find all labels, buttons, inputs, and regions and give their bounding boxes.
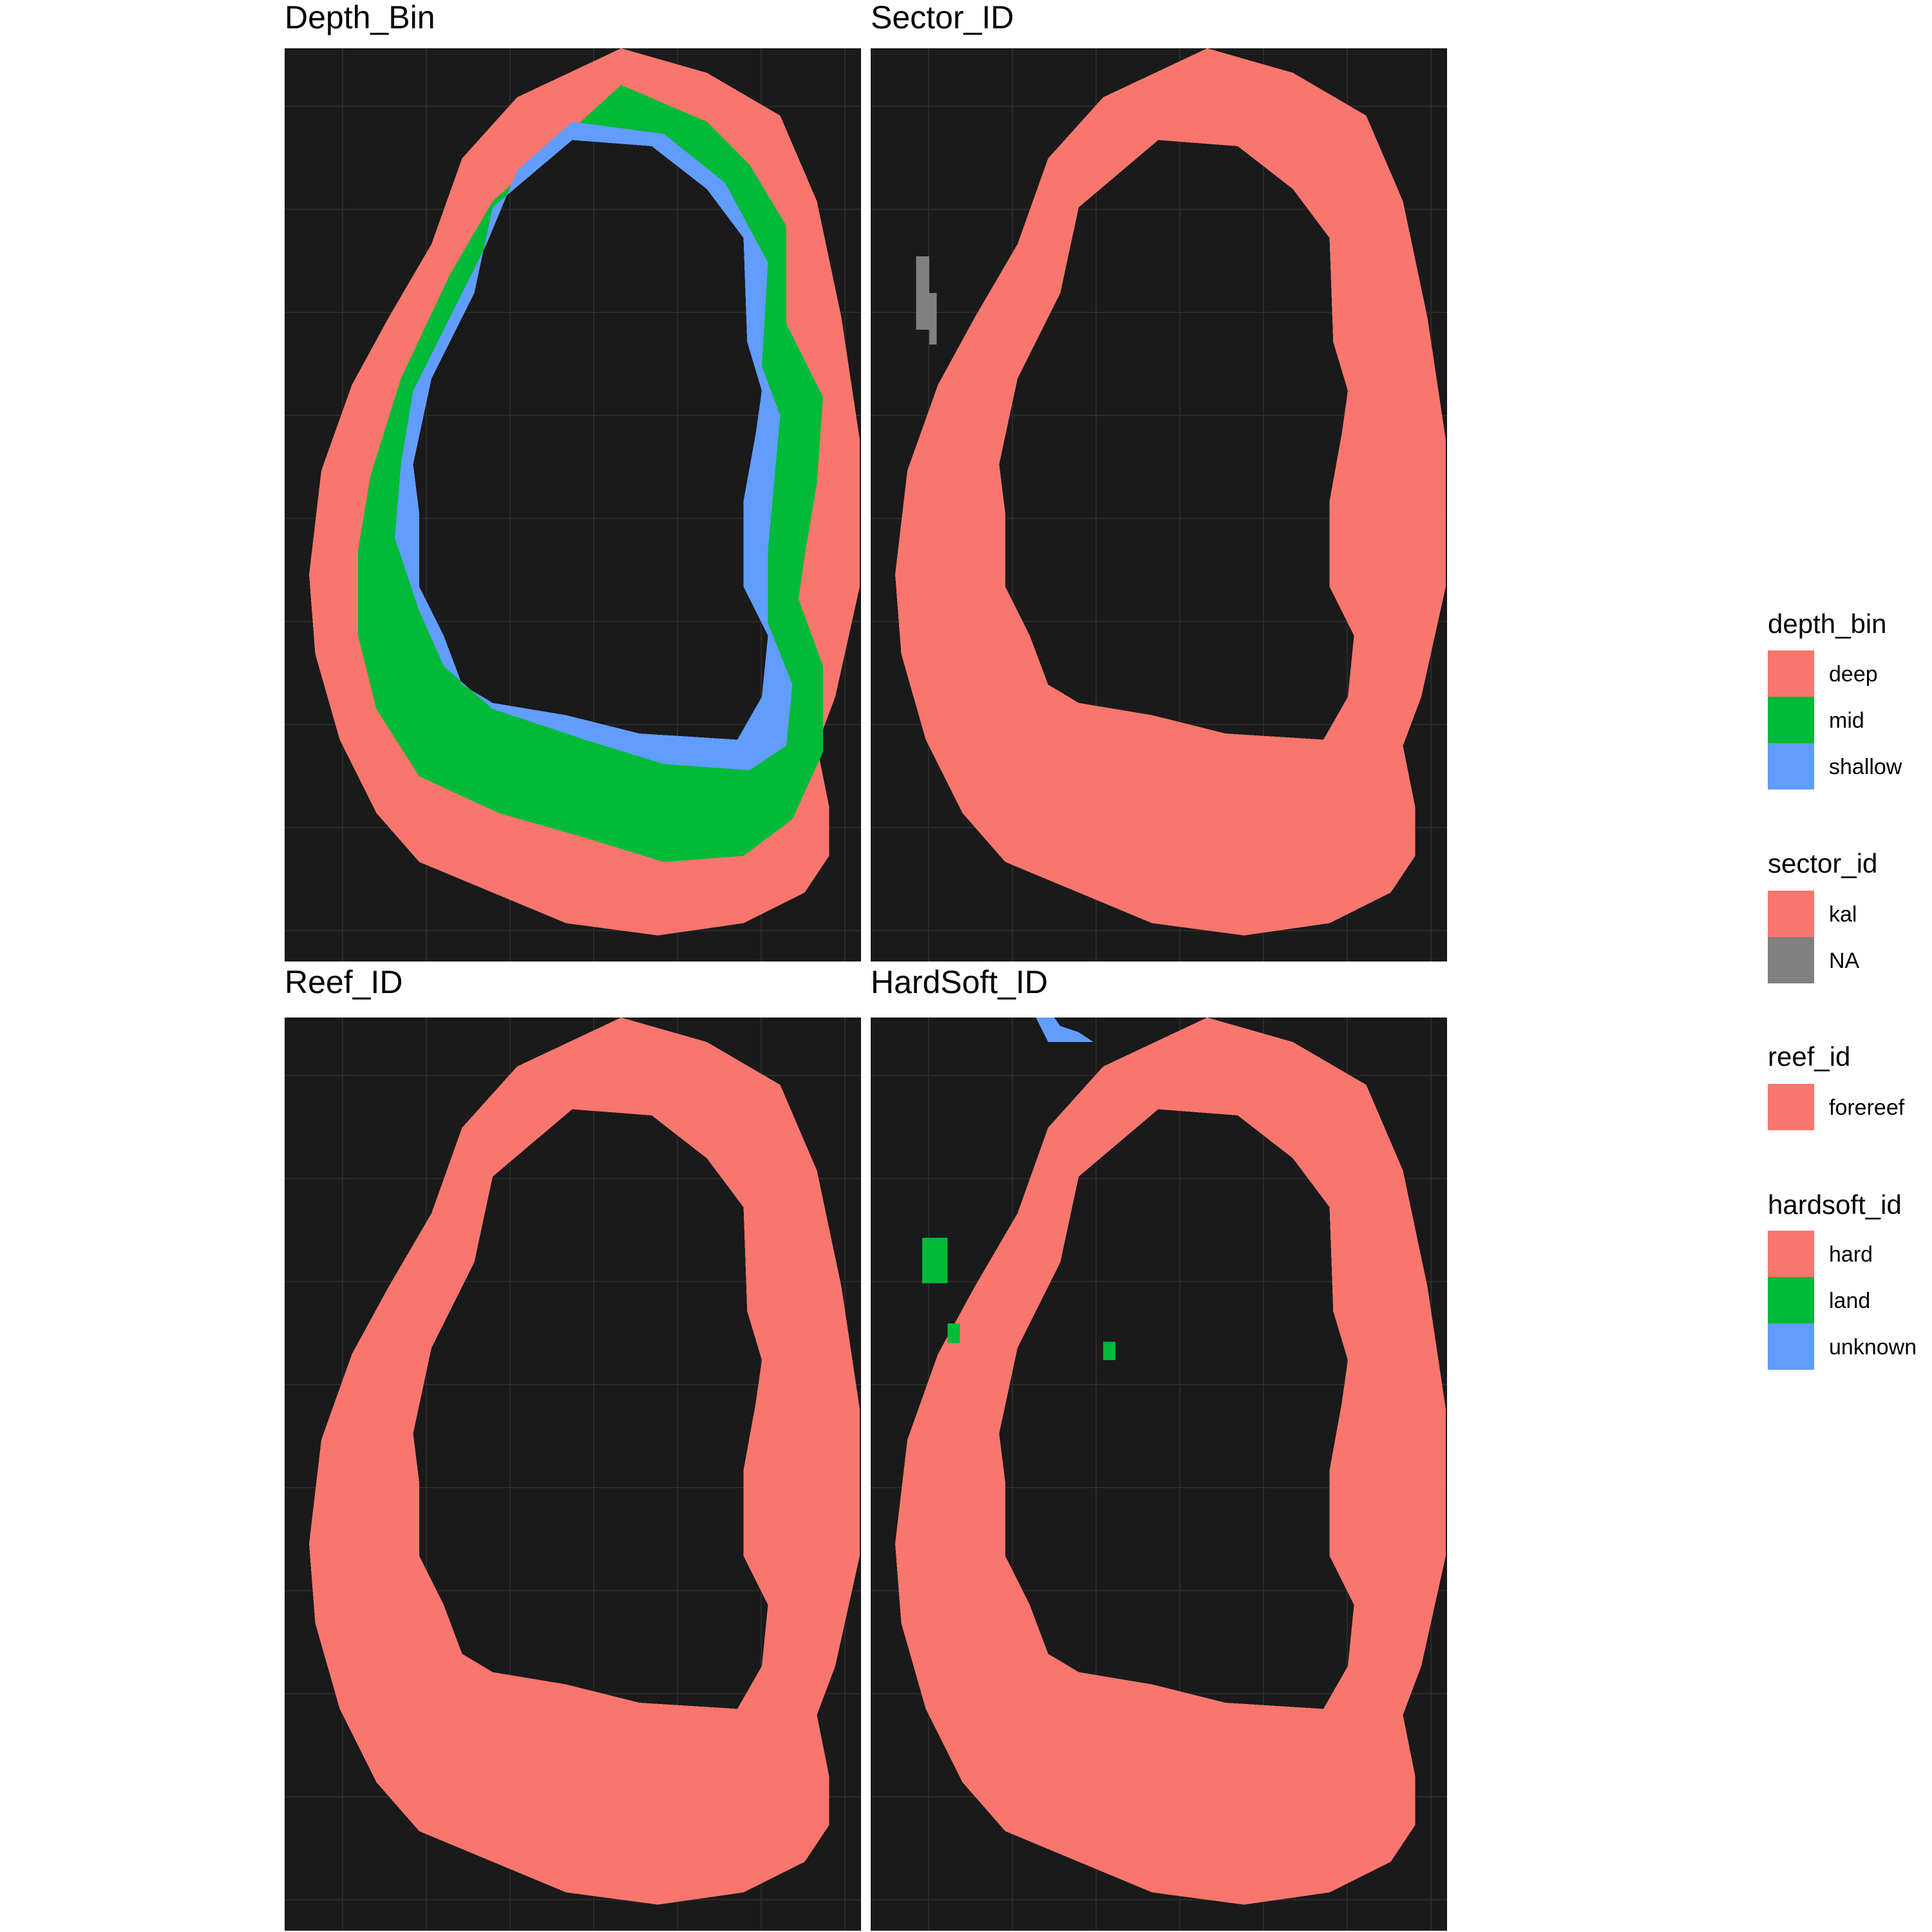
legend-key-deep [1768, 650, 1814, 697]
hardsoft-hard-band [895, 1018, 1446, 1905]
sector-na-cell-2 [929, 293, 937, 345]
panel-depth-bin [285, 48, 861, 961]
hardsoft-land-cell-2 [947, 1323, 960, 1343]
legend-label-mid: mid [1829, 708, 1864, 733]
legend-key-land [1768, 1277, 1814, 1323]
panel-title-depth-bin: Depth_Bin [285, 0, 435, 35]
legend-title-hardsoft-id: hardsoft_id [1768, 1189, 1902, 1220]
legend-key-na [1768, 937, 1814, 983]
hardsoft-land-cell-1 [922, 1238, 948, 1283]
legend-title-depth-bin: depth_bin [1768, 609, 1887, 639]
depth-bin-map [285, 48, 861, 961]
sector-id-map [871, 48, 1447, 961]
panel-title-sector-id: Sector_ID [871, 0, 1014, 35]
sector-kal-band [895, 48, 1446, 936]
legend-label-na: NA [1829, 949, 1860, 973]
legend-key-mid [1768, 697, 1814, 743]
legend-label-hard: hard [1829, 1242, 1873, 1267]
legend-key-forereef [1768, 1084, 1814, 1130]
legend-label-kal: kal [1829, 902, 1857, 927]
legend-key-hard [1768, 1231, 1814, 1277]
legend-title-sector-id: sector_id [1768, 848, 1878, 878]
reef-id-map [285, 1018, 861, 1931]
panel-hardsoft-id [871, 1018, 1447, 1931]
legend-key-shallow [1768, 743, 1814, 790]
legend-label-shallow: shallow [1829, 755, 1902, 779]
reef-forereef-band [309, 1018, 860, 1905]
panel-reef-id [285, 1018, 861, 1931]
legend-label-land: land [1829, 1289, 1871, 1313]
hardsoft-id-map [871, 1018, 1447, 1931]
legend-key-kal [1768, 891, 1814, 937]
panel-sector-id [871, 48, 1447, 961]
legend-label-unknown: unknown [1829, 1335, 1917, 1359]
legend-label-forereef: forereef [1829, 1095, 1905, 1120]
legend-key-unknown [1768, 1323, 1814, 1370]
sector-na-cell-1 [916, 256, 930, 330]
hardsoft-unknown-cell [1036, 1018, 1094, 1042]
panel-title-hardsoft-id: HardSoft_ID [871, 964, 1048, 1000]
panel-title-reef-id: Reef_ID [285, 964, 403, 1000]
hardsoft-land-cell-3 [1103, 1341, 1115, 1360]
legend-title-reef-id: reef_id [1768, 1041, 1851, 1072]
legend-label-deep: deep [1829, 662, 1878, 687]
